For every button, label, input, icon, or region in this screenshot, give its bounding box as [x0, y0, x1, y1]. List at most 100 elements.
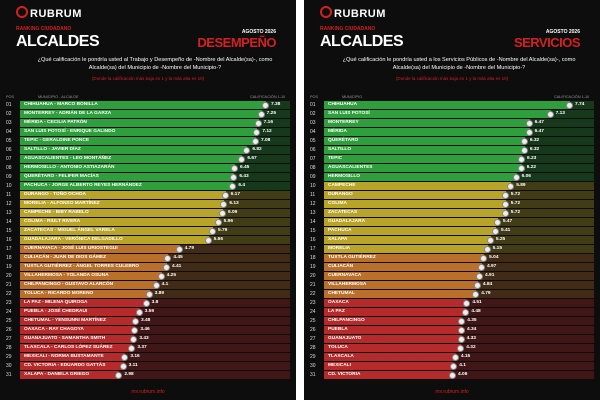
bar: [20, 173, 235, 181]
row: 09 QUERÉTARO - FELIFER MACÍAS 6.43: [4, 173, 290, 181]
position: 28: [310, 345, 316, 351]
row-label: GUANAJUATO - SAMANTHA SMITH: [24, 336, 106, 341]
value-label: 7.08: [261, 138, 271, 143]
position: 18: [6, 255, 12, 261]
bar: [324, 371, 454, 379]
row: 11 DURANGO - TOÑO OCHOA 6.17: [4, 191, 290, 199]
badge: [115, 371, 123, 379]
value-label: 5.47: [502, 219, 513, 224]
row-label: LA PAZ: [328, 309, 345, 314]
row: 18 CULIACÁN - JUAN DE DIOS GÁMEZ 4.45: [4, 254, 290, 262]
row: 27 GUANAJUATO - SAMANTHA SMITH 3.43: [4, 335, 290, 343]
position: 22: [310, 291, 316, 297]
badge: [463, 299, 471, 307]
value-label: 6.32: [529, 147, 540, 152]
row-label: CD. VICTORIA: [328, 372, 361, 377]
row: 28 TOLUCA 4.32: [308, 344, 594, 352]
value-label: 4.48: [471, 309, 481, 314]
row: 06 SALTILLO 6.32: [308, 146, 594, 154]
badge: [253, 128, 261, 136]
value-label: 4.06: [458, 372, 468, 377]
bar: [20, 146, 248, 154]
position: 03: [310, 120, 316, 126]
value-label: 5.72: [510, 201, 521, 206]
row-background: [20, 317, 290, 325]
column-header: MUNICIPIO: [342, 95, 363, 99]
subtitle: DESEMPEÑO: [197, 35, 276, 50]
value-label: 6.09: [228, 210, 238, 215]
value-label: 6.4: [238, 183, 245, 188]
row: 30 CD. VICTORIA - EDUARDO GATTÁS 3.11: [4, 362, 290, 370]
badge: [507, 182, 515, 190]
row: 20 VILLAHERMOSA - YOLANDA OSUNA 4.25: [4, 272, 290, 280]
row: 30 MEXICALI 4.1: [308, 362, 594, 370]
bar: [20, 371, 120, 379]
value-label: 3.16: [130, 354, 140, 359]
badge: [257, 110, 265, 118]
row: 02 MONTERREY - ADRIÁN DE LA GARZA 7.25: [4, 110, 290, 118]
position: 01: [310, 102, 316, 108]
bar: [324, 128, 530, 136]
position: 02: [310, 111, 316, 117]
badge: [157, 272, 165, 280]
value-label: 6.32: [529, 138, 540, 143]
bar: [20, 164, 235, 172]
badge: [152, 281, 160, 289]
badge: [458, 317, 466, 325]
bar: [20, 245, 180, 253]
bar: [324, 326, 462, 334]
bar: [20, 290, 150, 298]
row-label: CAMPECHE - BIBY RABELO: [24, 210, 89, 215]
row: 17 CUERNAVACA - JOSÉ LUIS URIOSTEGUI 4.79: [4, 245, 290, 253]
badge: [477, 263, 485, 271]
badge: [546, 110, 554, 118]
position: 09: [6, 174, 12, 180]
row: 27 GUANAJUATO 4.33: [308, 335, 594, 343]
bar: [20, 182, 234, 190]
row-label: VILLAHERMOSA - YOLANDA OSUNA: [24, 273, 109, 278]
title: ALCALDES: [16, 33, 100, 50]
position: 30: [310, 363, 316, 369]
position: 29: [310, 354, 316, 360]
value-label: 4.84: [482, 282, 493, 287]
bar: [20, 344, 133, 352]
position: 04: [310, 129, 316, 135]
value-label: 4.1: [161, 282, 169, 287]
badge: [145, 290, 153, 298]
row: 23 OAXACA 4.51: [308, 299, 594, 307]
row-label: AGUASCALIENTES - LEO MONTÁÑEZ: [24, 156, 112, 161]
position: 20: [6, 273, 12, 279]
column-header: CALIFICACIÓN 1-10: [554, 95, 590, 99]
position: 08: [6, 165, 12, 171]
position: 23: [6, 300, 12, 306]
position: 03: [6, 120, 12, 126]
row-label: CAMPECHE: [328, 183, 356, 188]
row-label: SAN LUIS POTOSÍ: [328, 111, 370, 116]
value-label: 6.47: [534, 120, 544, 125]
row-background: [324, 362, 594, 370]
badge: [457, 326, 465, 334]
badge: [501, 209, 509, 217]
bar: [324, 110, 551, 118]
row-label: OAXACA: [328, 300, 349, 305]
badge: [231, 164, 238, 172]
bar: [20, 263, 167, 271]
row: 31 CD. VICTORIA 4.06: [308, 371, 594, 379]
row: 25 CHETUMAL - YENSUNNI MARTÍNEZ 3.48: [4, 317, 290, 325]
bar: [20, 209, 223, 217]
value-label: 5.04: [489, 255, 499, 260]
position: 07: [310, 156, 316, 162]
value-label: 4.25: [166, 273, 176, 278]
bar: [20, 326, 136, 334]
value-label: 5.72: [510, 192, 521, 197]
position: 02: [6, 111, 12, 117]
bar: [20, 119, 259, 127]
badge: [480, 254, 488, 262]
row-label: TEPIC: [328, 156, 343, 161]
row-label: COLIMA: [328, 201, 347, 206]
column-header: POS: [6, 95, 15, 99]
row-label: CHIHUAHUA: [328, 102, 358, 107]
badge: [525, 119, 533, 127]
row: 26 OAXACA - RAY CHAGOYA 3.46: [4, 326, 290, 334]
bar: [20, 281, 157, 289]
